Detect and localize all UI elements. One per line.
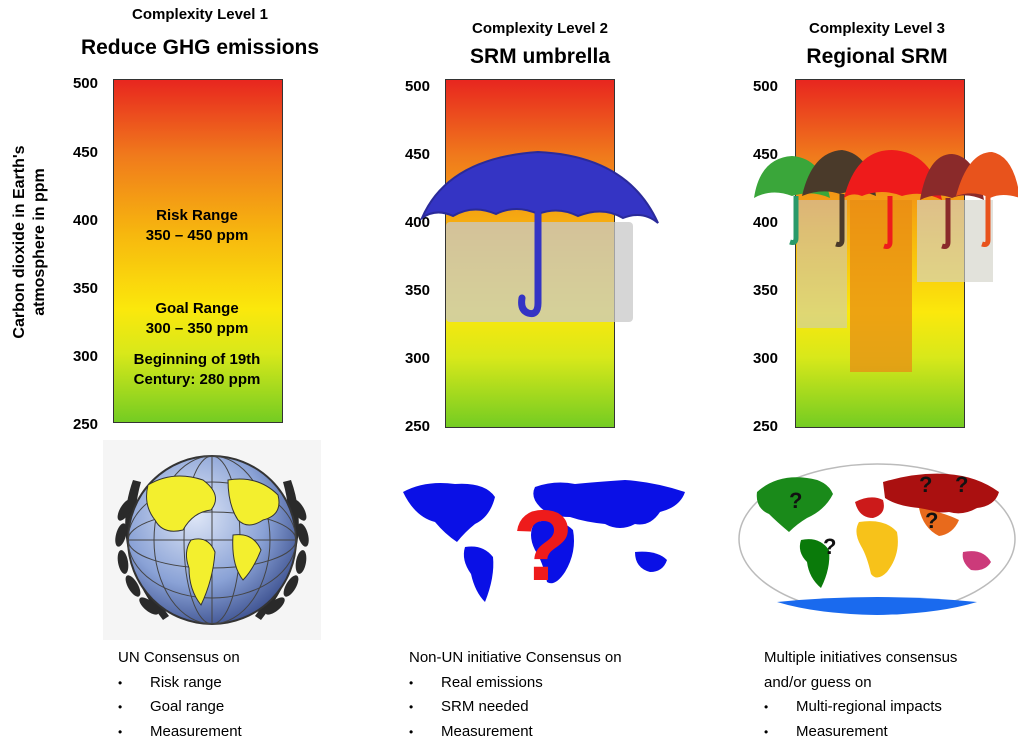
y-axis-label-line1: Carbon dioxide in Earth's xyxy=(11,145,28,339)
panel1-title: Reduce GHG emissions xyxy=(80,36,320,59)
panel1-tick-250: 250 xyxy=(72,416,98,433)
panel1-bullet: Goal range xyxy=(118,695,242,720)
un-emblem xyxy=(103,440,321,640)
region-question-mark: ? xyxy=(919,472,932,497)
goal-range-label: Goal Range xyxy=(155,300,239,317)
regional-map-icon: ? ? ? ? ? xyxy=(738,463,1016,615)
panel2-title: SRM umbrella xyxy=(469,45,611,68)
panel3-caption: Multiple initiatives consensus and/or gu… xyxy=(764,646,957,744)
panel3-bullet: Measurement xyxy=(764,720,957,745)
panel3-level: Complexity Level 3 xyxy=(809,20,945,37)
y-axis-label-line2: atmosphere in ppm xyxy=(31,168,48,316)
un-globe-icon xyxy=(115,455,309,625)
panel1-goal-range: Goal Range 300 – 350 ppm xyxy=(113,299,281,339)
panel3-region-shade-2 xyxy=(850,200,912,372)
world-map-blue: ? xyxy=(395,462,695,612)
panel1-beginning: Beginning of 19th Century: 280 ppm xyxy=(113,350,281,390)
panel3-caption-intro2: and/or guess on xyxy=(764,673,872,691)
world-map-regional: ? ? ? ? ? xyxy=(737,462,1017,617)
panel1-caption: UN Consensus on Risk range Goal range Me… xyxy=(118,646,242,744)
region-question-mark: ? xyxy=(925,508,938,533)
panel3-tick-250: 250 xyxy=(752,418,778,435)
panel1-risk-range: Risk Range 350 – 450 ppm xyxy=(113,206,281,246)
panel2-bullet: Measurement xyxy=(409,720,622,745)
panel1-tick-300: 300 xyxy=(72,348,98,365)
panel2-tick-500: 500 xyxy=(404,78,430,95)
goal-range-value: 300 – 350 ppm xyxy=(145,320,249,337)
risk-range-label: Risk Range xyxy=(156,207,238,224)
map-question-mark: ? xyxy=(512,490,573,602)
region-question-mark: ? xyxy=(823,534,836,559)
panel1-tick-350: 350 xyxy=(72,280,98,297)
region-question-mark: ? xyxy=(789,488,802,513)
panel3-tick-450: 450 xyxy=(752,146,778,163)
panel2-tick-250: 250 xyxy=(404,418,430,435)
beginning-line2: Century: 280 ppm xyxy=(133,371,261,388)
panel3-region-shade-1 xyxy=(797,200,847,328)
world-map-icon: ? xyxy=(403,480,685,602)
y-axis-label: Carbon dioxide in Earth's atmosphere in … xyxy=(10,102,54,382)
panel3-tick-350: 350 xyxy=(752,282,778,299)
panel3-tick-500: 500 xyxy=(752,78,778,95)
panel1-level: Complexity Level 1 xyxy=(132,6,268,23)
panel1-co2-bar xyxy=(113,79,283,423)
panel2-level: Complexity Level 2 xyxy=(472,20,608,37)
panel2-tick-450: 450 xyxy=(404,146,430,163)
panel1-tick-400: 400 xyxy=(72,212,98,229)
risk-range-value: 350 – 450 ppm xyxy=(145,227,249,244)
panel3-tick-300: 300 xyxy=(752,350,778,367)
panel2-caption: Non-UN initiative Consensus on Real emis… xyxy=(409,646,622,744)
regional-umbrellas-icon xyxy=(754,150,1018,249)
panel3-title: Regional SRM xyxy=(806,45,948,68)
panel1-bullet: Risk range xyxy=(118,671,242,696)
panel2-tick-400: 400 xyxy=(404,214,430,231)
umbrella-icon xyxy=(419,150,659,317)
panel2-tick-300: 300 xyxy=(404,350,430,367)
region-question-mark: ? xyxy=(955,472,968,497)
panel2-bullet: Real emissions xyxy=(409,671,622,696)
panel1-caption-intro: UN Consensus on xyxy=(118,649,240,666)
beginning-line1: Beginning of 19th xyxy=(133,351,261,368)
panel1-tick-500: 500 xyxy=(72,75,98,92)
panel3-bullet: Multi-regional impacts xyxy=(764,695,957,720)
panel3-tick-400: 400 xyxy=(752,214,778,231)
panel2-caption-intro: Non-UN initiative Consensus on xyxy=(409,649,622,666)
panel2-tick-350: 350 xyxy=(404,282,430,299)
panel1-tick-450: 450 xyxy=(72,144,98,161)
panel2-bullet: SRM needed xyxy=(409,695,622,720)
panel1-bullet: Measurement xyxy=(118,720,242,745)
panel3-region-shade-3 xyxy=(917,200,993,282)
panel3-caption-intro: Multiple initiatives consensus xyxy=(764,649,958,666)
